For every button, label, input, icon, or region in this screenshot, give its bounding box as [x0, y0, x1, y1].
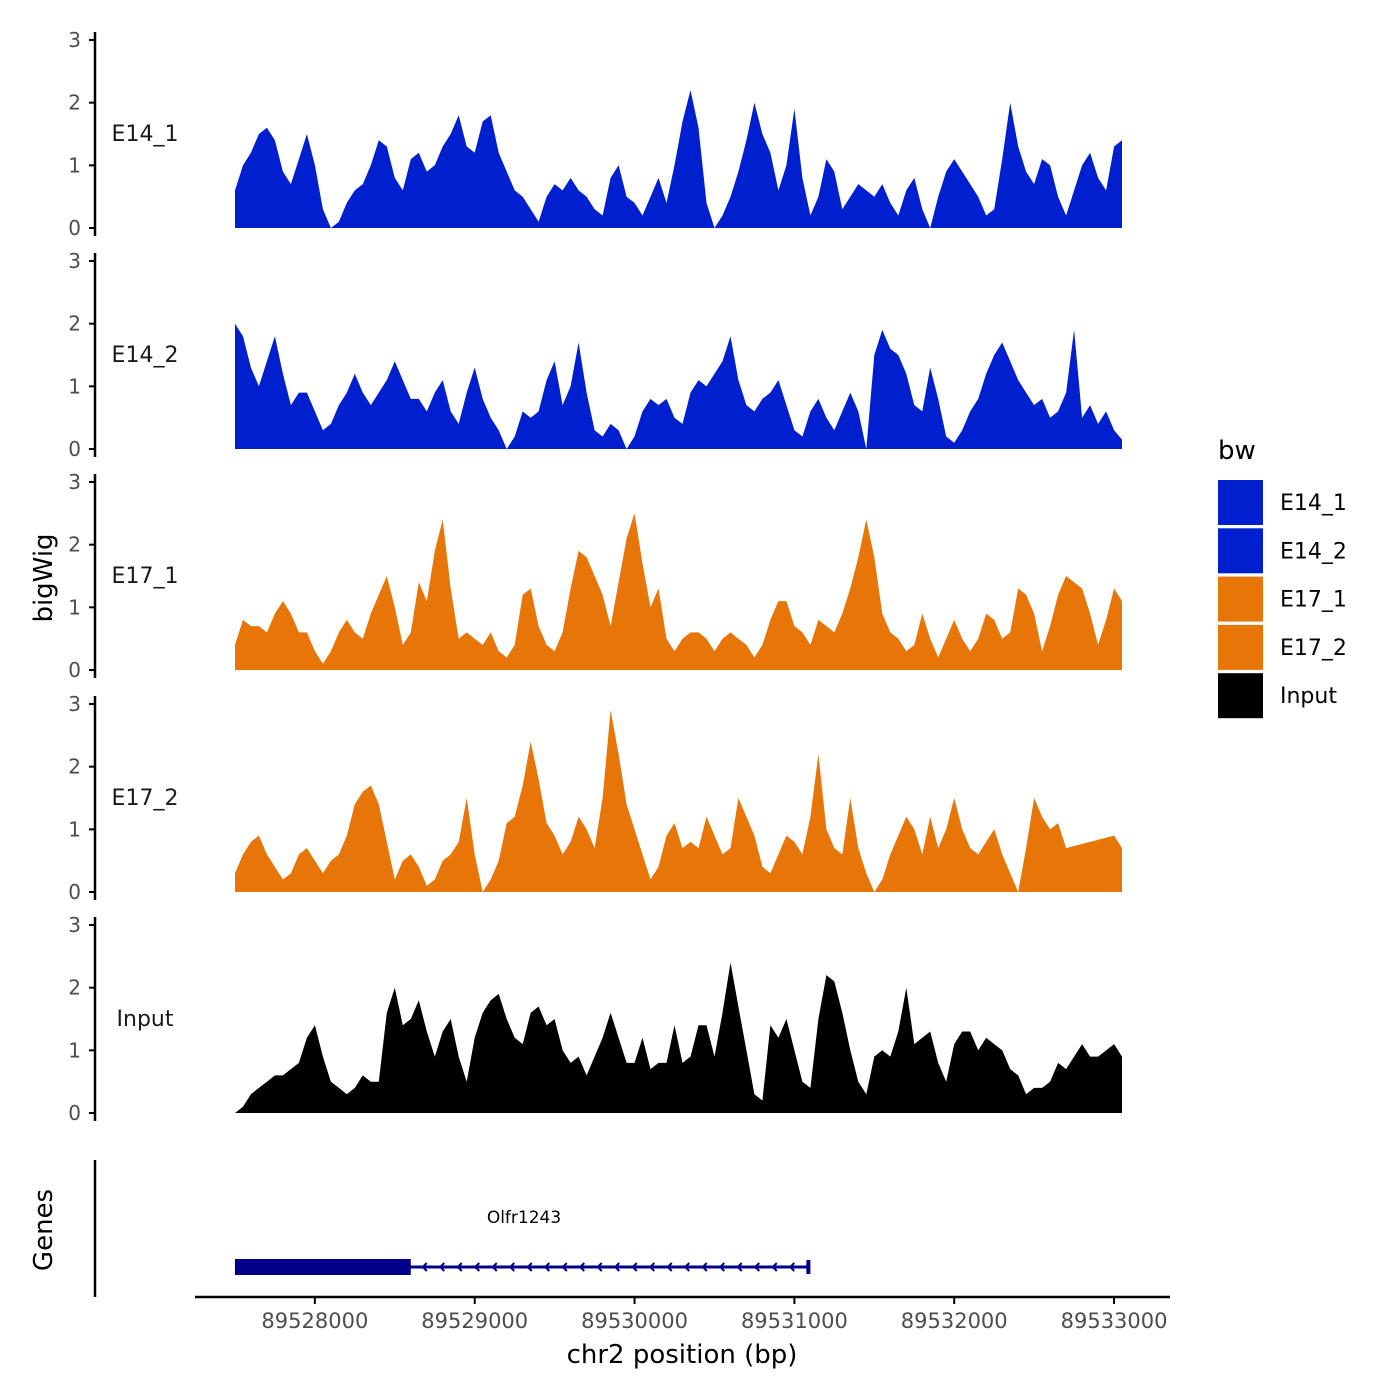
- x-tick-label: 89532000: [901, 1309, 1008, 1333]
- legend-item-e17-2[interactable]: E17_2: [1218, 624, 1347, 670]
- y-tick-label: 1: [68, 153, 81, 177]
- track-label: E14_2: [112, 343, 179, 368]
- y-tick-label: 2: [68, 312, 81, 336]
- track-label: Input: [117, 1007, 174, 1032]
- x-tick-label: 89530000: [581, 1309, 688, 1333]
- track-e17-1: 0 1 2 3 E17_1: [68, 470, 1122, 682]
- x-tick-label: 89533000: [1061, 1309, 1168, 1333]
- genes-axis-title: Genes: [29, 1189, 59, 1271]
- legend-swatch: [1218, 480, 1263, 525]
- track-e14-1: 0 1 2 3 E14_1: [68, 28, 1122, 240]
- legend-label: Input: [1280, 684, 1337, 709]
- legend-label: E17_1: [1280, 588, 1347, 613]
- legend-swatch: [1218, 673, 1263, 719]
- x-tick-label: 89531000: [741, 1309, 848, 1333]
- legend-label: E17_2: [1280, 636, 1347, 661]
- y-tick-label: 3: [68, 470, 81, 494]
- y-tick-label: 3: [68, 28, 81, 52]
- y-tick-label: 2: [68, 755, 81, 779]
- coverage-area-e14-2: [235, 323, 1122, 449]
- legend-label: E14_2: [1280, 539, 1347, 564]
- legend[interactable]: bw E14_1 E14_2 E17_1 E17_2 Input: [1218, 436, 1347, 719]
- strand-chevron: [508, 1262, 515, 1272]
- legend-swatch: [1218, 624, 1263, 670]
- y-tick-label: 3: [68, 692, 81, 716]
- strand-chevron: [771, 1262, 778, 1272]
- y-tick-label: 3: [68, 249, 81, 273]
- x-axis-title: chr2 position (bp): [567, 1340, 798, 1370]
- strand-chevron: [596, 1262, 603, 1272]
- strand-chevron: [561, 1262, 568, 1272]
- y-tick-label: 2: [68, 91, 81, 115]
- track-label: E17_1: [112, 564, 179, 589]
- coverage-area-input: [235, 962, 1122, 1113]
- y-tick-label: 0: [68, 1101, 81, 1125]
- y-tick-label: 0: [68, 658, 81, 682]
- strand-chevron: [701, 1262, 708, 1272]
- track-e17-2: 0 1 2 3 E17_2: [68, 692, 1122, 904]
- y-tick-label: 1: [68, 1038, 81, 1062]
- y-tick-label: 1: [68, 374, 81, 398]
- gene-exon-block: [234, 1259, 411, 1275]
- strand-chevron: [526, 1262, 533, 1272]
- coverage-tracks: 0 1 2 3 E14_1 0 1 2 3 E14_2 0 1 2 3 E17_1 0 1 2 3 E17_2 0 1 2 3…: [68, 28, 1122, 1125]
- y-tick-label: 2: [68, 533, 81, 557]
- strand-chevron: [648, 1262, 655, 1272]
- x-tick-label: 89529000: [421, 1309, 528, 1333]
- strand-chevron: [631, 1262, 638, 1272]
- strand-chevron: [491, 1262, 498, 1272]
- legend-title: bw: [1218, 436, 1256, 466]
- y-tick-label: 1: [68, 595, 81, 619]
- strand-chevron: [473, 1262, 480, 1272]
- y-tick-label: 3: [68, 913, 81, 937]
- strand-chevron: [788, 1262, 795, 1272]
- strand-chevron: [613, 1262, 620, 1272]
- track-label: E17_2: [112, 786, 179, 811]
- y-tick-label: 0: [68, 216, 81, 240]
- genes-panel: Olfr1243: [93, 1160, 811, 1297]
- y-tick-label: 0: [68, 437, 81, 461]
- y-tick-label: 2: [68, 976, 81, 1000]
- strand-chevron: [421, 1262, 428, 1272]
- y-tick-label: 0: [68, 880, 81, 904]
- legend-item-e14-1[interactable]: E14_1: [1218, 480, 1347, 525]
- strand-chevron: [543, 1262, 550, 1272]
- y-axis-title: bigWig: [29, 533, 59, 622]
- x-axis: 89528000 89529000 89530000 89531000 89532000…: [195, 1295, 1170, 1333]
- gene-end-block: [806, 1260, 811, 1274]
- legend-item-input[interactable]: Input: [1218, 673, 1337, 719]
- y-tick-label: 1: [68, 817, 81, 841]
- gene-label: Olfr1243: [487, 1208, 561, 1228]
- strand-chevron: [736, 1262, 743, 1272]
- strand-chevron: [718, 1262, 725, 1272]
- strand-chevron: [438, 1262, 445, 1272]
- strand-chevron: [578, 1262, 585, 1272]
- coverage-area-e17-2: [235, 710, 1122, 892]
- track-label: E14_1: [112, 122, 179, 147]
- legend-swatch: [1218, 528, 1263, 574]
- track-input: 0 1 2 3 Input: [68, 913, 1122, 1125]
- strand-chevron: [753, 1262, 760, 1272]
- x-tick-label: 89528000: [261, 1309, 368, 1333]
- legend-swatch: [1218, 576, 1263, 622]
- coverage-area-e14-1: [235, 90, 1122, 228]
- legend-item-e17-1[interactable]: E17_1: [1218, 576, 1347, 622]
- coverage-area-e17-1: [235, 513, 1122, 670]
- strand-chevron: [666, 1262, 673, 1272]
- strand-chevron: [456, 1262, 463, 1272]
- legend-label: E14_1: [1280, 491, 1347, 516]
- track-e14-2: 0 1 2 3 E14_2: [68, 249, 1122, 461]
- strand-chevron: [683, 1262, 690, 1272]
- legend-item-e14-2[interactable]: E14_2: [1218, 528, 1347, 574]
